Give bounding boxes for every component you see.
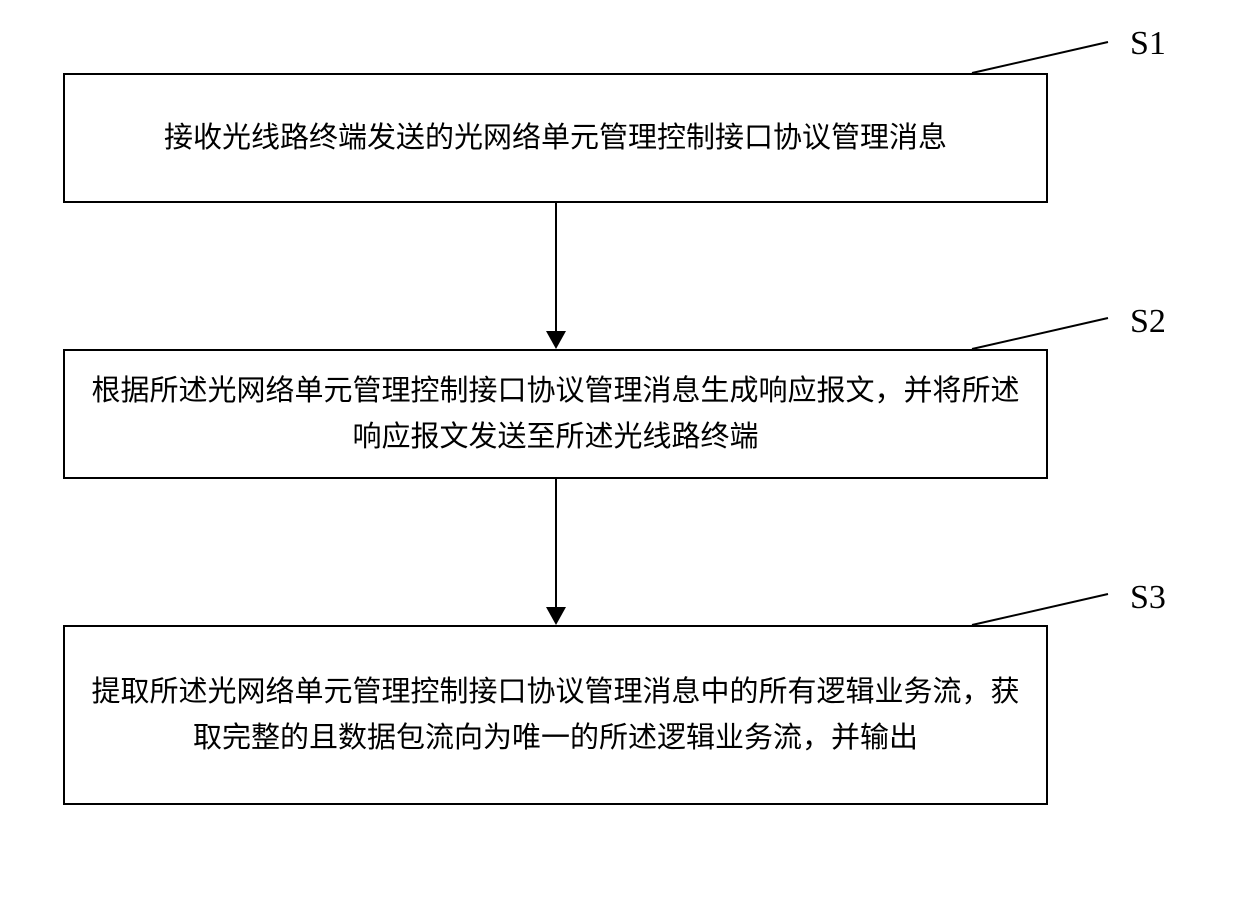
flow-label-s3: S3 xyxy=(1130,579,1166,617)
flow-node-s3-text: 提取所述光网络单元管理控制接口协议管理消息中的所有逻辑业务流，获取完整的且数据包… xyxy=(90,669,1021,762)
flow-label-s2: S2 xyxy=(1130,303,1166,341)
flow-node-s2-text: 根据所述光网络单元管理控制接口协议管理消息生成响应报文，并将所述响应报文发送至所… xyxy=(90,368,1021,461)
flow-node-s1-text: 接收光线路终端发送的光网络单元管理控制接口协议管理消息 xyxy=(164,115,947,161)
flowchart-container: 接收光线路终端发送的光网络单元管理控制接口协议管理消息 S1 根据所述光网络单元… xyxy=(0,0,1240,924)
flow-arrow-s2-s3 xyxy=(555,479,557,625)
flow-node-s1: 接收光线路终端发送的光网络单元管理控制接口协议管理消息 xyxy=(63,73,1048,203)
flow-node-s2: 根据所述光网络单元管理控制接口协议管理消息生成响应报文，并将所述响应报文发送至所… xyxy=(63,349,1048,479)
flow-arrow-s1-s2 xyxy=(555,203,557,349)
flow-label-s1: S1 xyxy=(1130,25,1166,63)
flow-node-s3: 提取所述光网络单元管理控制接口协议管理消息中的所有逻辑业务流，获取完整的且数据包… xyxy=(63,625,1048,805)
